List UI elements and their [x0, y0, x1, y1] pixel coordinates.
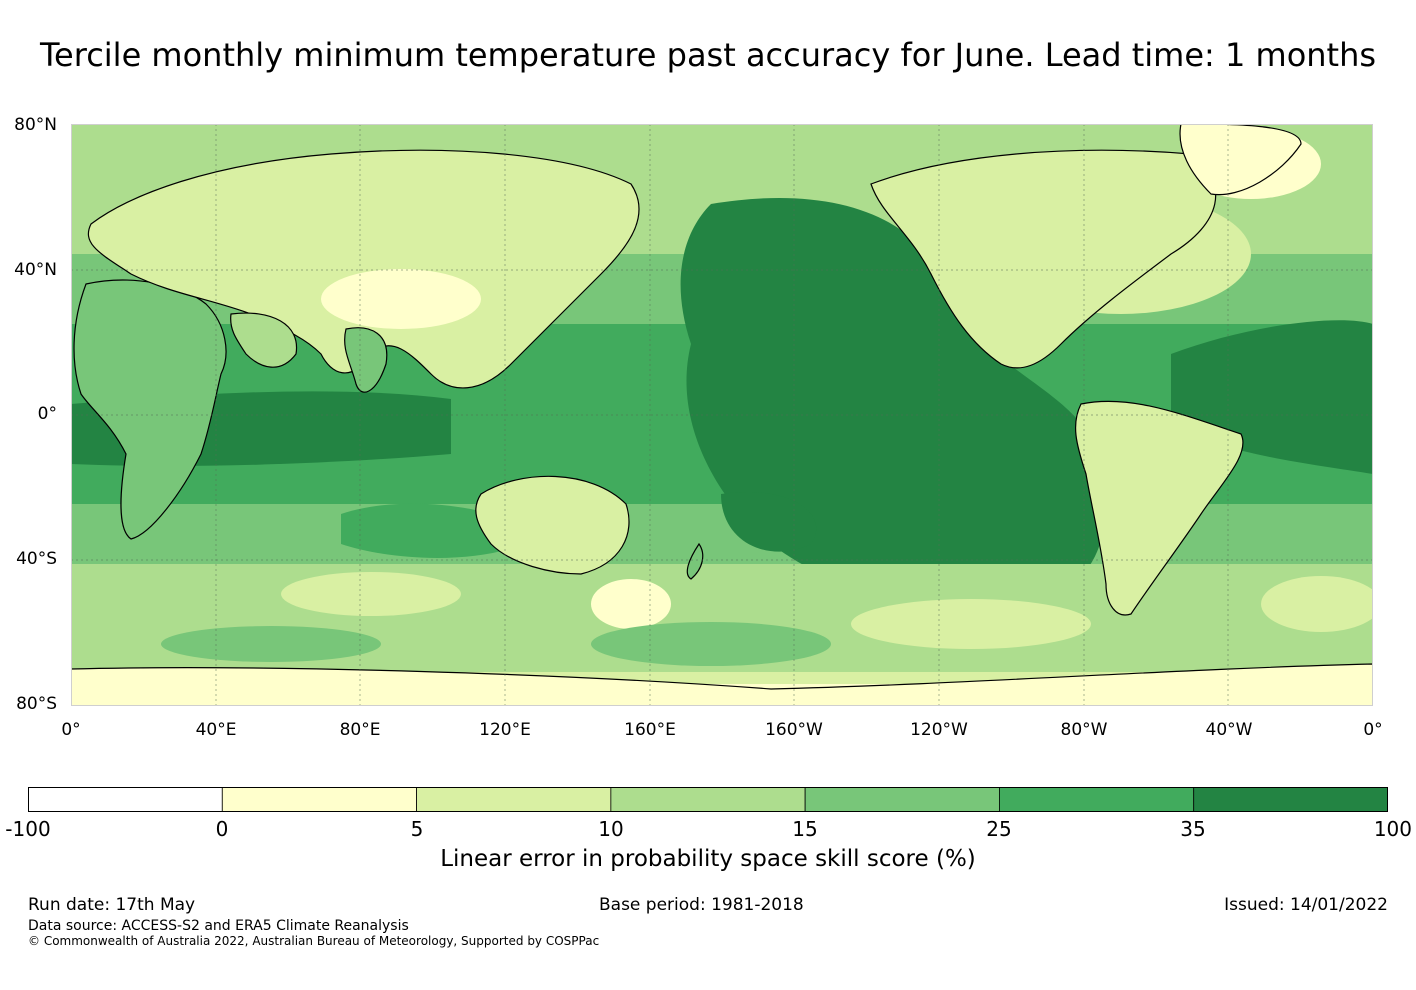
- lon-label: 0°: [1363, 720, 1383, 740]
- arabia: [230, 312, 298, 368]
- colorbar-bin: [804, 787, 1000, 812]
- colorbar-tick: -100: [5, 817, 51, 841]
- lat-label: 0°: [37, 404, 57, 424]
- lon-label: 160°W: [765, 720, 823, 740]
- colorbar-tick: 10: [598, 817, 624, 841]
- south-america: [1075, 400, 1244, 616]
- lon-label: 40°E: [195, 720, 237, 740]
- north-america: [870, 149, 1217, 369]
- issued-date: Issued: 14/01/2022: [1224, 895, 1388, 915]
- lon-label: 0°: [61, 720, 81, 740]
- eurasia: [87, 149, 640, 389]
- lat-label: 40°N: [14, 260, 57, 280]
- map-title: Tercile monthly minimum temperature past…: [39, 36, 1377, 74]
- colorbar-bin: [610, 787, 806, 812]
- colorbar-tick: 100: [1373, 817, 1412, 841]
- colorbar: [28, 787, 1388, 812]
- lon-label: 80°W: [1060, 720, 1108, 740]
- lon-label: 40°W: [1205, 720, 1253, 740]
- lon-label: 80°E: [339, 720, 381, 740]
- coastlines: [71, 124, 1373, 706]
- colorbar-bin: [999, 787, 1195, 812]
- greenland: [1179, 124, 1302, 196]
- colorbar-tick: 0: [215, 817, 229, 841]
- india: [344, 327, 388, 393]
- colorbar-bin: [28, 787, 223, 812]
- skill-map: [71, 124, 1373, 706]
- lat-label: 80°N: [14, 115, 57, 135]
- colorbar-bin: [221, 787, 417, 812]
- lon-label: 120°W: [910, 720, 968, 740]
- map-frame: [71, 124, 1373, 706]
- lon-label: 120°E: [479, 720, 531, 740]
- africa: [73, 279, 227, 540]
- lat-label: 80°S: [16, 694, 57, 714]
- graticule: [71, 124, 1373, 706]
- colorbar-label: Linear error in probability space skill …: [440, 846, 976, 872]
- lat-label: 40°S: [16, 549, 57, 569]
- colorbar-tick: 25: [986, 817, 1012, 841]
- base-period: Base period: 1981-2018: [599, 895, 804, 915]
- colorbar-bin: [1193, 787, 1388, 812]
- data-source: Data source: ACCESS-S2 and ERA5 Climate …: [28, 918, 409, 934]
- colorbar-tick: 35: [1180, 817, 1206, 841]
- colorbar-tick: 15: [792, 817, 818, 841]
- new-zealand: [686, 542, 704, 580]
- australia: [475, 475, 630, 575]
- skill-map-canvas: [71, 124, 1373, 706]
- run-date: Run date: 17th May: [28, 895, 196, 915]
- antarctica: [71, 663, 1373, 706]
- colorbar-bin: [416, 787, 612, 812]
- colorbar-tick: 5: [410, 817, 424, 841]
- colorbar-canvas: [28, 787, 1388, 812]
- lon-label: 160°E: [624, 720, 676, 740]
- copyright: © Commonwealth of Australia 2022, Austra…: [28, 934, 600, 948]
